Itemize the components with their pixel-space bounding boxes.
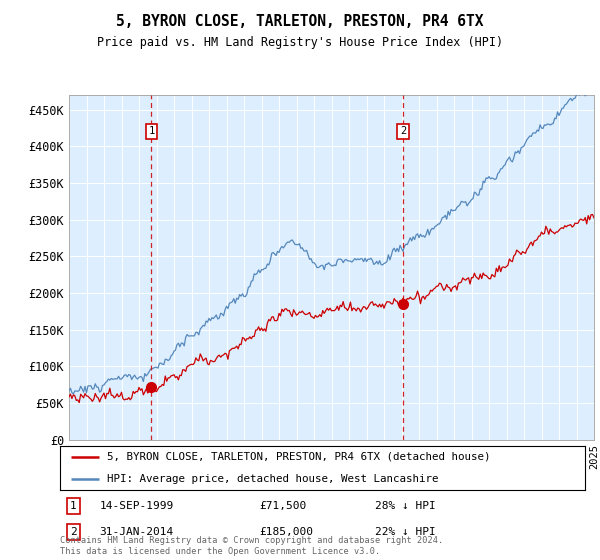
Text: 1: 1: [70, 501, 77, 511]
Text: £185,000: £185,000: [260, 527, 314, 537]
Text: Contains HM Land Registry data © Crown copyright and database right 2024.
This d: Contains HM Land Registry data © Crown c…: [60, 536, 443, 556]
Text: 28% ↓ HPI: 28% ↓ HPI: [375, 501, 436, 511]
Text: 5, BYRON CLOSE, TARLETON, PRESTON, PR4 6TX: 5, BYRON CLOSE, TARLETON, PRESTON, PR4 6…: [116, 14, 484, 29]
Text: 14-SEP-1999: 14-SEP-1999: [100, 501, 173, 511]
Text: 22% ↓ HPI: 22% ↓ HPI: [375, 527, 436, 537]
Text: 5, BYRON CLOSE, TARLETON, PRESTON, PR4 6TX (detached house): 5, BYRON CLOSE, TARLETON, PRESTON, PR4 6…: [107, 452, 491, 462]
Text: 2: 2: [70, 527, 77, 537]
Text: 31-JAN-2014: 31-JAN-2014: [100, 527, 173, 537]
Text: 1: 1: [148, 127, 155, 137]
Text: HPI: Average price, detached house, West Lancashire: HPI: Average price, detached house, West…: [107, 474, 439, 484]
Text: Price paid vs. HM Land Registry's House Price Index (HPI): Price paid vs. HM Land Registry's House …: [97, 36, 503, 49]
Text: 2: 2: [400, 127, 406, 137]
Text: £71,500: £71,500: [260, 501, 307, 511]
